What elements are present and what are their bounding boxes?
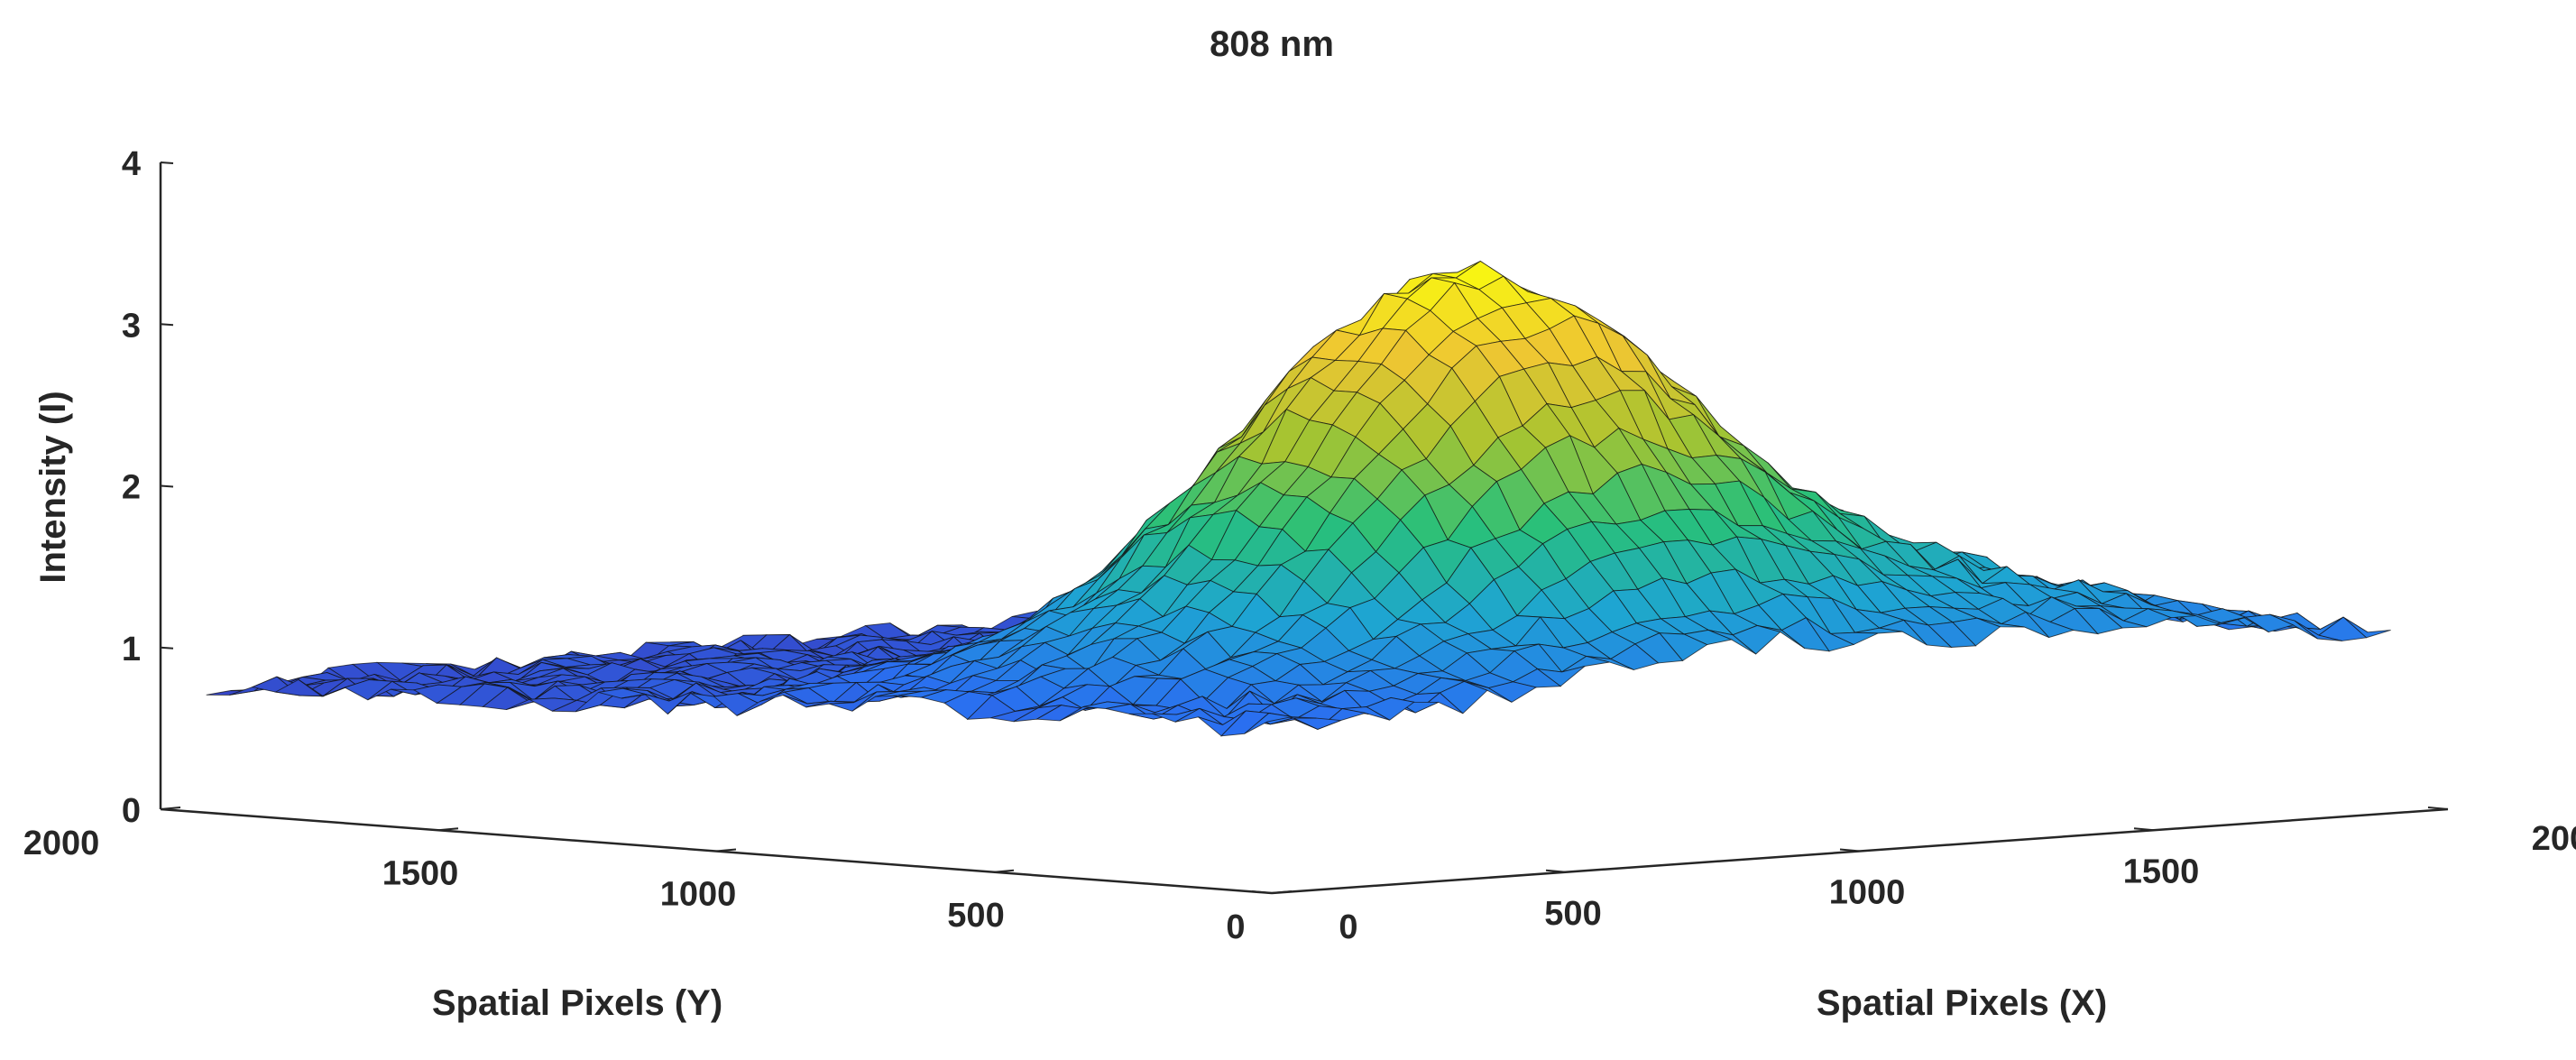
y-tick-label: 1500 — [382, 854, 459, 892]
y-tick-mark — [993, 869, 1015, 873]
y-tick-label: 2000 — [23, 825, 100, 862]
y-tick-mark — [1271, 890, 1293, 894]
z-tick-label: 2 — [122, 469, 141, 507]
x-tick-label: 500 — [1544, 895, 1601, 933]
x-tick-mark — [1839, 848, 1861, 853]
y-tick-label: 0 — [1226, 908, 1245, 946]
z-tick-label: 0 — [122, 792, 141, 830]
y-tick-mark — [437, 827, 459, 832]
x-tick-mark — [1545, 869, 1567, 873]
surface-patch — [1293, 717, 1341, 730]
y-tick-label: 1000 — [660, 876, 737, 914]
x-tick-label: 1500 — [2123, 853, 2200, 890]
z-tick-mark — [160, 161, 174, 164]
x-tick-label: 2000 — [2532, 820, 2576, 858]
y-tick-label: 500 — [947, 897, 1004, 935]
x-tick-label: 0 — [1339, 908, 1357, 946]
z-tick-label: 3 — [122, 307, 141, 345]
x-tick-mark — [1251, 890, 1273, 894]
z-tick-label: 1 — [122, 631, 141, 668]
z-tick-label: 4 — [122, 145, 141, 183]
x-tick-mark — [2427, 807, 2449, 810]
y-axis-label: Spatial Pixels (Y) — [432, 983, 722, 1023]
surface-patch — [1244, 713, 1293, 734]
x-tick-label: 1000 — [1829, 874, 1906, 912]
z-axis-label: Intensity (I) — [33, 391, 73, 583]
surface — [206, 260, 2391, 737]
z-tick-mark — [160, 323, 174, 327]
x-tick-mark — [2133, 827, 2155, 832]
y-tick-mark — [715, 848, 737, 853]
y-tick-mark — [160, 807, 181, 810]
axis-ticks: 0 1 2 3 4 0 500 1000 1500 2000 0 500 1000 1500 2000 — [23, 145, 2576, 946]
z-tick-mark — [160, 484, 174, 488]
x-axis-label: Spatial Pixels (X) — [1817, 983, 2107, 1023]
z-tick-mark — [160, 646, 174, 650]
chart-title: 808 nm — [1210, 24, 1334, 64]
